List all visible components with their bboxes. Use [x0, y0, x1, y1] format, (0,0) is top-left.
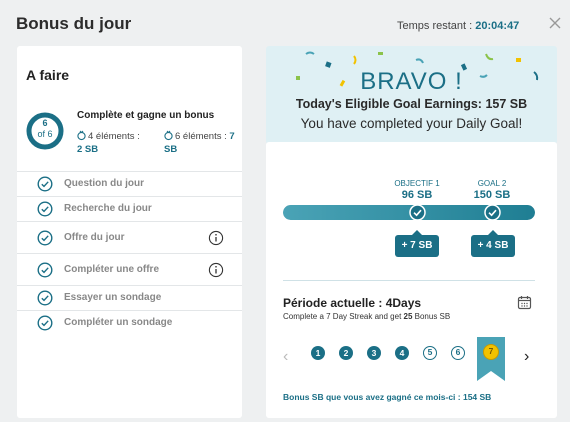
task-item[interactable]: Question du jour	[17, 171, 242, 196]
goal-title: Complète et gagne un bonus	[77, 110, 215, 121]
goal2-bonus-badge: + 4 SB	[471, 230, 515, 257]
check-circle-icon	[37, 315, 53, 336]
goal2-label: GOAL 2	[477, 179, 507, 188]
streak-day: 5	[423, 346, 437, 360]
check-circle-icon	[37, 176, 53, 197]
progress-ring-label: 6 of 6	[25, 118, 65, 140]
period-subtitle: Complete a 7 Day Streak and get 25 Bonus…	[283, 312, 450, 321]
month-bonus-total: Bonus SB que vous avez gagné ce mois-ci …	[283, 392, 492, 402]
time-remaining: Temps restant : 20:04:47	[397, 20, 519, 32]
task-label: Question du jour	[64, 178, 144, 189]
task-item[interactable]: Essayer un sondage	[17, 285, 242, 310]
period-title: Période actuelle : 4Days	[283, 296, 422, 310]
info-icon[interactable]	[208, 262, 224, 283]
task-item[interactable]: Compléter une offre	[17, 253, 242, 285]
goal-tier-2-text: 6 éléments :	[175, 131, 230, 142]
badge-icon	[77, 130, 86, 141]
objectif-label: OBJECTIF 1	[394, 179, 440, 188]
goal-tier-1-text: 4 éléments :	[88, 131, 140, 142]
task-list: Question du jour Recherche du jour Offre d…	[17, 171, 242, 335]
streak-day: 6	[451, 346, 465, 360]
goal-tier-2-value: 7 SB	[164, 131, 235, 155]
task-label: Essayer un sondage	[64, 292, 162, 303]
streak-day: 1	[311, 346, 325, 360]
check-circle-icon	[37, 201, 53, 222]
objectif-value: 96 SB	[401, 189, 433, 201]
streak-day: 7	[488, 346, 494, 356]
timer-value: 20:04:47	[475, 20, 520, 32]
badge-icon	[164, 130, 173, 141]
progress-ring	[26, 112, 64, 150]
streak-day: 3	[367, 346, 381, 360]
confetti-decoration	[296, 51, 539, 87]
goal2-check-icon	[484, 204, 501, 221]
task-item[interactable]: Offre du jour	[17, 221, 242, 253]
close-icon[interactable]	[548, 16, 562, 30]
goal-completed-message: You have completed your Daily Goal!	[300, 116, 523, 131]
task-label: Recherche du jour	[64, 203, 152, 214]
eligible-earnings: Today's Eligible Goal Earnings: 157 SB	[295, 97, 528, 111]
info-icon[interactable]	[208, 230, 224, 251]
chevron-right-icon[interactable]: ›	[524, 348, 530, 365]
goal-tier-2: 6 éléments : 7 SB	[164, 130, 239, 156]
progress-count: 6	[42, 118, 48, 128]
chevron-left-icon[interactable]: ‹	[283, 348, 289, 365]
page-title: Bonus du jour	[16, 14, 132, 33]
task-label: Compléter un sondage	[64, 317, 173, 328]
bravo-title: BRAVO !	[360, 68, 463, 95]
objectif-check-icon	[409, 204, 426, 221]
check-circle-icon	[37, 290, 53, 311]
task-label: Offre du jour	[64, 231, 125, 243]
divider	[283, 280, 535, 281]
goals-card: OBJECTIF 1 96 SB GOAL 2 150 SB + 7 SB + …	[266, 142, 557, 418]
goal-tier-1: 4 éléments : 2 SB	[77, 130, 147, 156]
check-circle-icon	[37, 229, 53, 251]
streak-reward-ribbon: 7	[477, 337, 505, 381]
check-circle-icon	[37, 261, 53, 283]
goal-progress-fill	[283, 205, 535, 220]
objectif-bonus-badge: + 7 SB	[395, 230, 439, 257]
period-subtitle-suffix: Bonus SB	[412, 312, 451, 321]
task-label: Compléter une offre	[64, 263, 160, 275]
task-item[interactable]: Compléter un sondage	[17, 310, 242, 335]
streak-day: 4	[395, 346, 409, 360]
todo-panel: A faire 6 of 6 Complète et gagne un bonu…	[17, 46, 242, 418]
period-subtitle-prefix: Complete a 7 Day Streak and get	[283, 312, 404, 321]
timer-label: Temps restant :	[397, 20, 476, 32]
goal-progress-track	[283, 205, 535, 220]
streak-day: 2	[339, 346, 353, 360]
goal2-value: 150 SB	[473, 189, 511, 201]
todo-heading: A faire	[26, 67, 70, 83]
goal-tier-1-value: 2 SB	[77, 144, 99, 155]
header: Bonus du jour Temps restant : 20:04:47	[0, 0, 570, 46]
task-item[interactable]: Recherche du jour	[17, 196, 242, 221]
period-subtitle-bonus: 25	[403, 312, 413, 321]
calendar-icon[interactable]	[517, 295, 532, 310]
bravo-banner: BRAVO ! Today's Eligible Goal Earnings: …	[266, 46, 557, 144]
progress-total: of 6	[37, 129, 53, 139]
